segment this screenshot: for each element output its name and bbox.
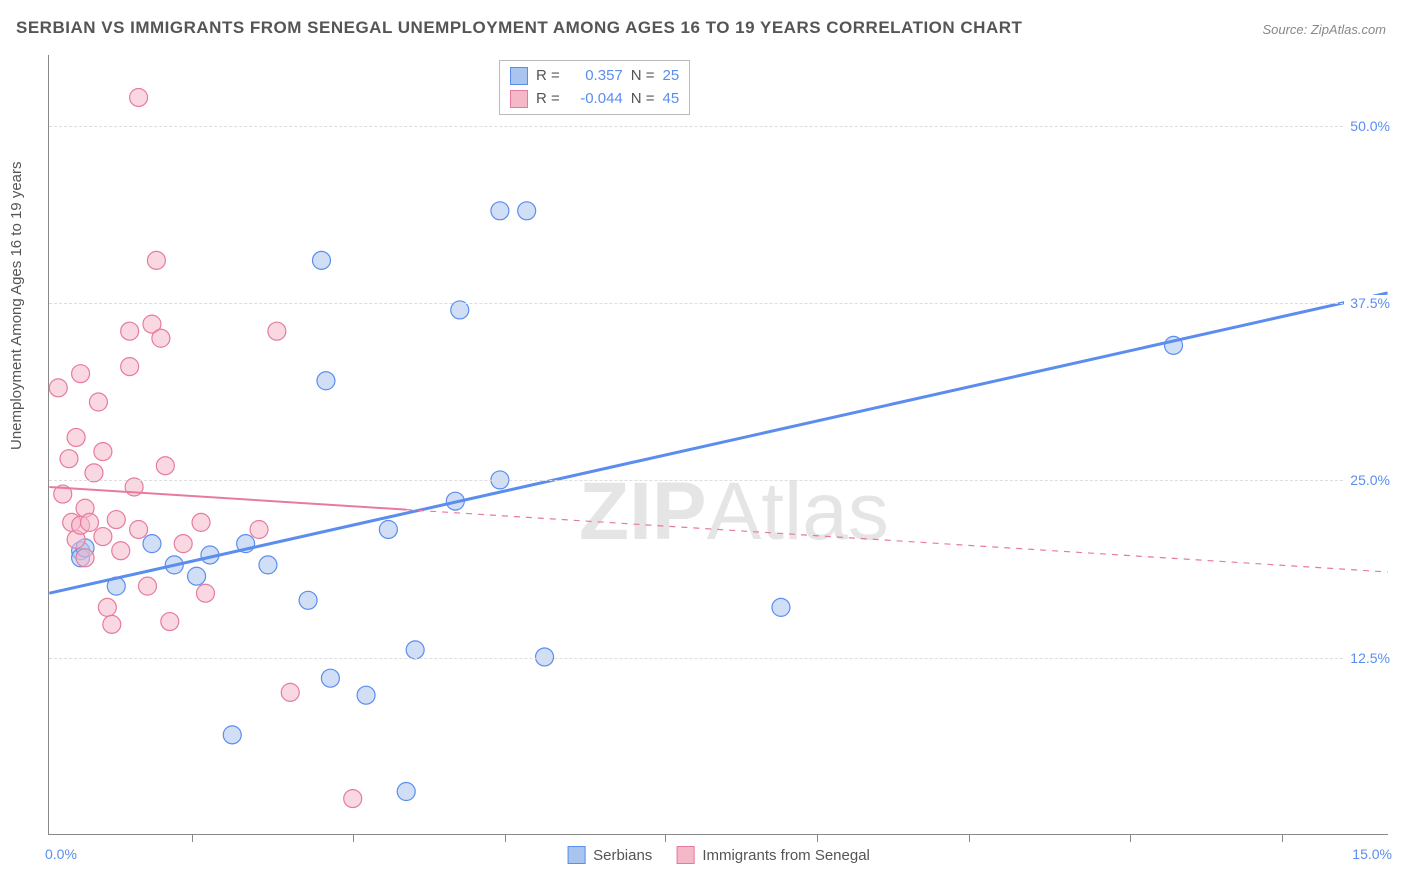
scatter-point [130,89,148,107]
scatter-svg [49,55,1388,834]
scatter-point [259,556,277,574]
scatter-point [518,202,536,220]
n-value: 25 [663,65,680,88]
chart-root: SERBIAN VS IMMIGRANTS FROM SENEGAL UNEMP… [0,0,1406,892]
scatter-point [174,535,192,553]
scatter-point [406,641,424,659]
scatter-point [60,450,78,468]
scatter-point [192,513,210,531]
x-tick [969,834,970,842]
scatter-point [397,783,415,801]
y-tick-label: 12.5% [1344,650,1390,666]
scatter-point [76,549,94,567]
scatter-point [317,372,335,390]
scatter-point [67,428,85,446]
scatter-point [130,520,148,538]
x-tick [1130,834,1131,842]
regression-line [49,293,1387,593]
y-tick-label: 50.0% [1344,118,1390,134]
x-tick [1282,834,1283,842]
r-value: 0.357 [568,65,623,88]
scatter-point [344,790,362,808]
legend-swatch [676,846,694,864]
scatter-point [107,511,125,529]
scatter-point [98,598,116,616]
scatter-point [281,683,299,701]
legend-correlation: R = 0.357 N = 25 R = -0.044 N = 45 [499,60,690,115]
regression-line-dashed [406,510,1387,572]
legend-swatch [567,846,585,864]
source-credit: Source: ZipAtlas.com [1262,22,1386,37]
scatter-point [772,598,790,616]
legend-swatch [510,90,528,108]
scatter-point [94,528,112,546]
scatter-point [72,365,90,383]
regression-line [49,487,406,510]
legend-series: Serbians Immigrants from Senegal [567,846,870,864]
scatter-point [94,443,112,461]
chart-title: SERBIAN VS IMMIGRANTS FROM SENEGAL UNEMP… [16,18,1022,38]
gridline [49,126,1388,127]
r-value: -0.044 [568,88,623,111]
gridline [49,658,1388,659]
scatter-point [121,322,139,340]
scatter-point [321,669,339,687]
r-label: R = [536,88,560,111]
scatter-point [379,520,397,538]
scatter-point [143,535,161,553]
scatter-point [188,567,206,585]
scatter-point [152,329,170,347]
scatter-point [268,322,286,340]
plot-area: ZIPAtlas R =0.357N =25R =-0.044N =45 Ser… [48,55,1388,835]
scatter-point [312,251,330,269]
scatter-point [197,584,215,602]
n-value: 45 [663,88,680,111]
legend-series-item: Immigrants from Senegal [676,846,870,864]
x-tick [505,834,506,842]
scatter-point [223,726,241,744]
x-tick [817,834,818,842]
x-tick [192,834,193,842]
n-label: N = [631,88,655,111]
scatter-point [161,613,179,631]
scatter-point [357,686,375,704]
r-label: R = [536,65,560,88]
gridline [49,303,1388,304]
y-tick-label: 37.5% [1344,295,1390,311]
x-axis-min-label: 0.0% [45,846,77,862]
scatter-point [156,457,174,475]
legend-series-item: Serbians [567,846,652,864]
scatter-point [49,379,67,397]
scatter-point [121,358,139,376]
scatter-point [89,393,107,411]
gridline [49,480,1388,481]
legend-correlation-row: R = 0.357 N = 25 [510,65,679,88]
x-tick [353,834,354,842]
scatter-point [85,464,103,482]
scatter-point [147,251,165,269]
legend-correlation-row: R = -0.044 N = 45 [510,88,679,111]
legend-series-label: Serbians [593,847,652,864]
n-label: N = [631,65,655,88]
x-tick [665,834,666,842]
scatter-point [139,577,157,595]
legend-swatch [510,67,528,85]
scatter-point [103,615,121,633]
scatter-point [112,542,130,560]
scatter-point [299,591,317,609]
scatter-point [491,202,509,220]
scatter-point [81,513,99,531]
legend-series-label: Immigrants from Senegal [702,847,870,864]
scatter-point [250,520,268,538]
x-axis-max-label: 15.0% [1352,846,1392,862]
y-axis-label: Unemployment Among Ages 16 to 19 years [8,161,25,450]
y-tick-label: 25.0% [1344,472,1390,488]
